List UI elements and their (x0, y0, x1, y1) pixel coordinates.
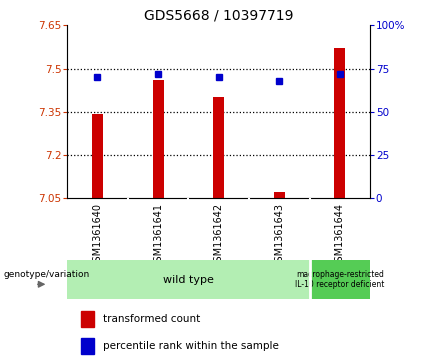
Text: GSM1361641: GSM1361641 (153, 203, 163, 268)
Bar (274, 192, 285, 198)
Bar (81, 338, 94, 354)
Bar (213, 97, 224, 198)
Bar (67, 260, 310, 299)
Text: wild type: wild type (163, 274, 214, 285)
Text: genotype/variation: genotype/variation (3, 270, 90, 279)
Text: transformed count: transformed count (103, 314, 200, 324)
Bar (81, 311, 94, 327)
Text: GSM1361640: GSM1361640 (92, 203, 103, 268)
Text: GSM1361643: GSM1361643 (274, 203, 284, 268)
Text: GSM1361642: GSM1361642 (213, 203, 224, 268)
Bar (152, 80, 164, 198)
Bar (92, 114, 103, 198)
Text: macrophage-restricted
IL-10 receptor deficient: macrophage-restricted IL-10 receptor def… (295, 270, 385, 289)
Text: GSM1361644: GSM1361644 (335, 203, 345, 268)
Bar (310, 260, 370, 299)
Text: percentile rank within the sample: percentile rank within the sample (103, 341, 279, 351)
Title: GDS5668 / 10397719: GDS5668 / 10397719 (144, 9, 294, 23)
Bar (334, 48, 346, 198)
